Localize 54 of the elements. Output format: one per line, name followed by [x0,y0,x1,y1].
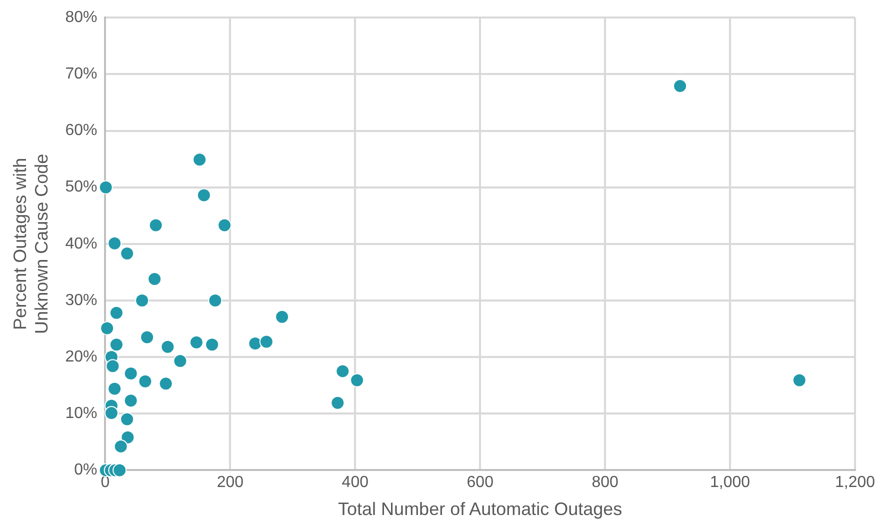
y-tick-label: 20% [65,348,98,366]
y-tick-label: 70% [65,66,98,83]
point [120,412,134,426]
point [124,366,138,380]
x-tick-label: 800 [592,474,619,492]
point [135,293,150,308]
y-tick-label: 10% [65,405,98,422]
point [148,272,162,286]
point [109,306,124,320]
point [192,152,207,167]
point [108,382,122,396]
point [98,180,113,194]
point [248,336,262,350]
x-tick-label: 600 [466,474,494,492]
x-tick-label: 200 [216,474,244,492]
point [120,430,135,444]
point [259,334,274,349]
x-tick-label: 1,200 [834,474,876,492]
x-tick-label: 1,000 [710,474,750,492]
point [148,218,163,232]
point [205,338,220,352]
point [792,373,806,388]
point [160,340,175,354]
point [109,338,124,352]
point [336,364,350,378]
point [218,218,232,232]
y-axis-title: Percent Outages with Unknown Cause Code [10,154,52,334]
point [173,354,188,368]
point [189,335,204,350]
point [208,293,222,308]
point [673,79,688,94]
point [112,463,127,478]
x-axis-title: Total Number of Automatic Outages [338,499,622,520]
point [114,439,128,454]
y-tick-label: 80% [65,9,98,26]
point [120,246,134,261]
x-tick-label: 400 [342,474,369,492]
point [108,236,122,250]
point [100,321,114,336]
point [138,374,152,388]
point [106,359,120,374]
point [330,396,345,410]
y-tick-label: 40% [65,235,98,252]
y-tick-label: 50% [65,178,98,196]
point [104,406,118,420]
y-tick-label: 60% [65,122,98,140]
point [124,394,138,408]
point [275,310,290,324]
point [140,330,154,344]
point [158,376,173,391]
y-tick-label: 0% [74,462,98,479]
point [350,373,364,388]
y-tick-label: 30% [65,292,98,309]
point [196,188,211,202]
